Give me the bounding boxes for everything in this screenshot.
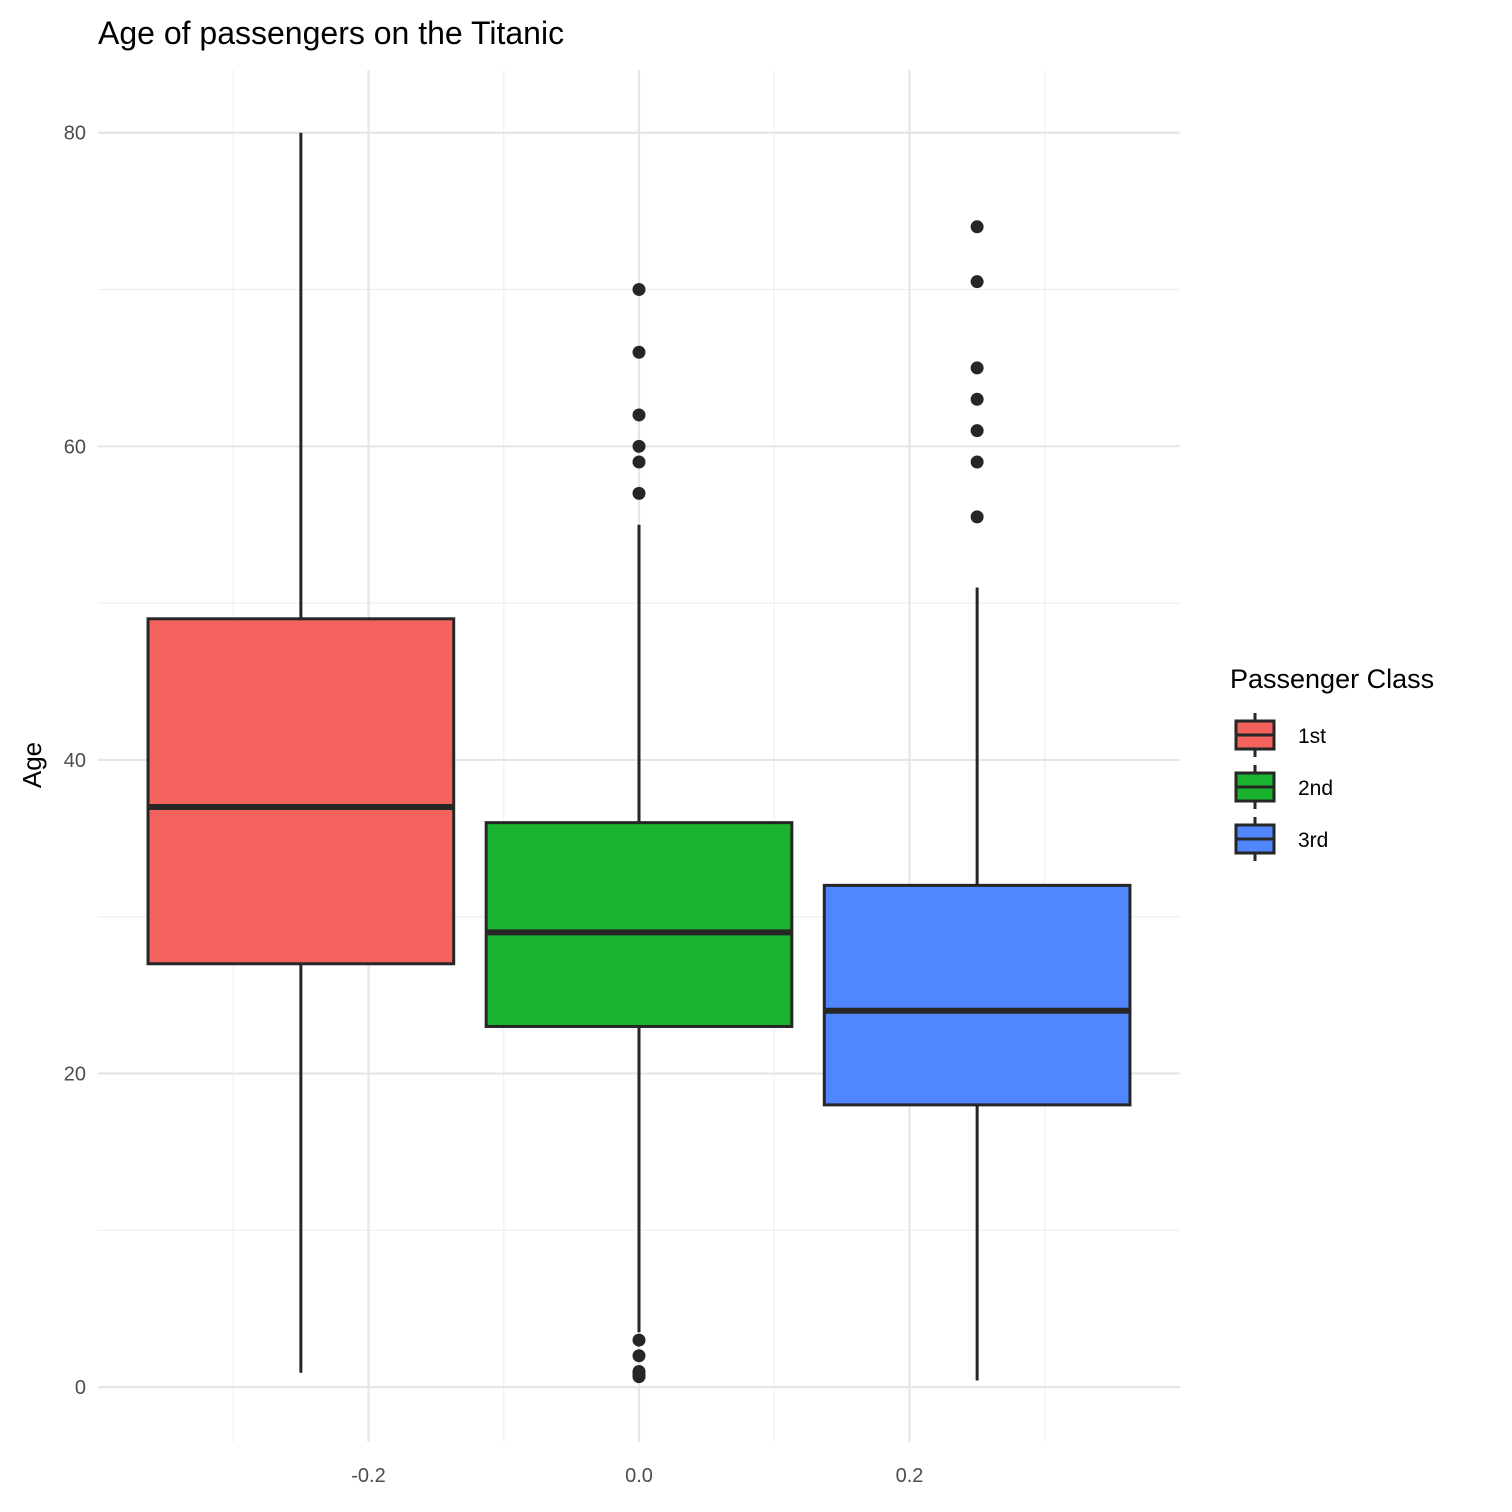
outlier-point bbox=[970, 220, 984, 234]
x-tick-label: 0.0 bbox=[625, 1465, 653, 1487]
legend-item-3rd: 3rd bbox=[1234, 817, 1328, 861]
box-body bbox=[484, 821, 794, 1028]
outlier-point bbox=[632, 486, 646, 500]
legend-label: 2nd bbox=[1298, 777, 1333, 800]
box-body bbox=[146, 617, 456, 966]
legend-label: 3rd bbox=[1298, 829, 1328, 852]
boxes bbox=[146, 132, 1132, 1384]
outlier-point bbox=[632, 1349, 646, 1363]
outlier-point bbox=[970, 361, 984, 375]
legend-item-2nd: 2nd bbox=[1234, 765, 1333, 809]
y-axis-title: Age bbox=[17, 742, 47, 788]
x-tick-label: 0.2 bbox=[896, 1465, 924, 1487]
y-tick-label: 60 bbox=[64, 436, 86, 458]
outlier-point bbox=[970, 275, 984, 289]
outlier-point bbox=[632, 345, 646, 359]
legend-title: Passenger Class bbox=[1230, 664, 1434, 694]
axis-ticks: 0 20 40 60 80 -0.2 0.0 0.2 bbox=[64, 123, 924, 1487]
y-tick-label: 0 bbox=[75, 1377, 86, 1399]
legend: Passenger Class 1st 2nd 3rd bbox=[1230, 664, 1434, 861]
outlier-point bbox=[632, 1333, 646, 1347]
outlier-point bbox=[632, 283, 646, 297]
box-body bbox=[822, 883, 1132, 1107]
box-2nd bbox=[484, 283, 794, 1384]
chart-title: Age of passengers on the Titanic bbox=[98, 15, 564, 51]
legend-label: 1st bbox=[1298, 725, 1326, 748]
outlier-point bbox=[632, 408, 646, 422]
outlier-point bbox=[970, 392, 984, 406]
outlier-point bbox=[970, 455, 984, 469]
outlier-point bbox=[632, 455, 646, 469]
outlier-point bbox=[970, 424, 984, 438]
y-tick-label: 40 bbox=[64, 750, 86, 772]
y-tick-label: 80 bbox=[64, 123, 86, 145]
outlier-point bbox=[970, 510, 984, 524]
box-1st bbox=[146, 132, 456, 1373]
outlier-point bbox=[632, 1370, 646, 1384]
legend-item-1st: 1st bbox=[1234, 713, 1326, 757]
box-3rd bbox=[822, 220, 1132, 1381]
x-tick-label: -0.2 bbox=[351, 1465, 385, 1487]
y-tick-label: 20 bbox=[64, 1064, 86, 1086]
outlier-point bbox=[632, 439, 646, 453]
